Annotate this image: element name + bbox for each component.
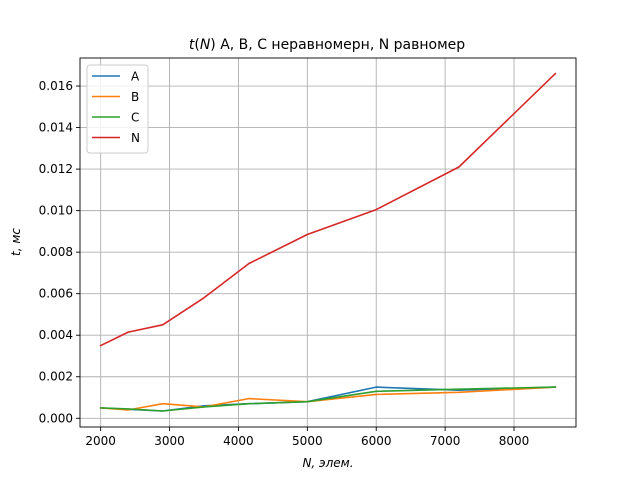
y-tick-label: 0.002 — [39, 370, 73, 384]
legend-label-c: C — [131, 111, 139, 125]
series-lines — [99, 72, 557, 412]
title-rest: ) A, B, C неравномерн, N равномер — [210, 37, 465, 53]
y-tick-label: 0.008 — [39, 245, 73, 259]
x-tick-label: 2000 — [85, 434, 116, 448]
y-tick-label: 0.000 — [39, 411, 73, 425]
x-tick-label: 7000 — [430, 434, 461, 448]
legend-label-b: B — [131, 90, 139, 104]
y-tick-label: 0.012 — [39, 162, 73, 176]
title-open-paren: ( — [194, 37, 199, 53]
title-var-n: N — [200, 37, 211, 53]
x-tick-label: 3000 — [154, 434, 185, 448]
axis-ticks: 2000 3000 4000 5000 6000 7000 8000 0.000 0.002 0.… — [39, 79, 530, 448]
plot-area-frame — [79, 57, 577, 428]
chart-title: t(N) A, B, C неравномерн, N равномер — [189, 37, 465, 53]
y-tick-label: 0.010 — [39, 204, 73, 218]
y-axis-label: t, мс — [9, 228, 23, 256]
series-line-b — [99, 386, 557, 411]
x-tick-label: 6000 — [361, 434, 392, 448]
series-line-n — [99, 72, 557, 347]
legend-frame — [86, 64, 149, 154]
y-tick-label: 0.016 — [39, 79, 73, 93]
series-line-c — [99, 386, 557, 412]
y-tick-label: 0.004 — [39, 328, 73, 342]
x-axis-label: N, элем. — [302, 456, 353, 470]
y-tick-label: 0.014 — [39, 121, 73, 135]
x-tick-label: 5000 — [292, 434, 323, 448]
title-var-t: t — [189, 37, 195, 53]
y-tick-label: 0.006 — [39, 287, 73, 301]
legend-label-a: A — [131, 70, 140, 84]
grid — [80, 58, 576, 427]
x-tick-label: 4000 — [223, 434, 254, 448]
legend-label-n: N — [131, 131, 140, 145]
x-tick-label: 8000 — [499, 434, 530, 448]
